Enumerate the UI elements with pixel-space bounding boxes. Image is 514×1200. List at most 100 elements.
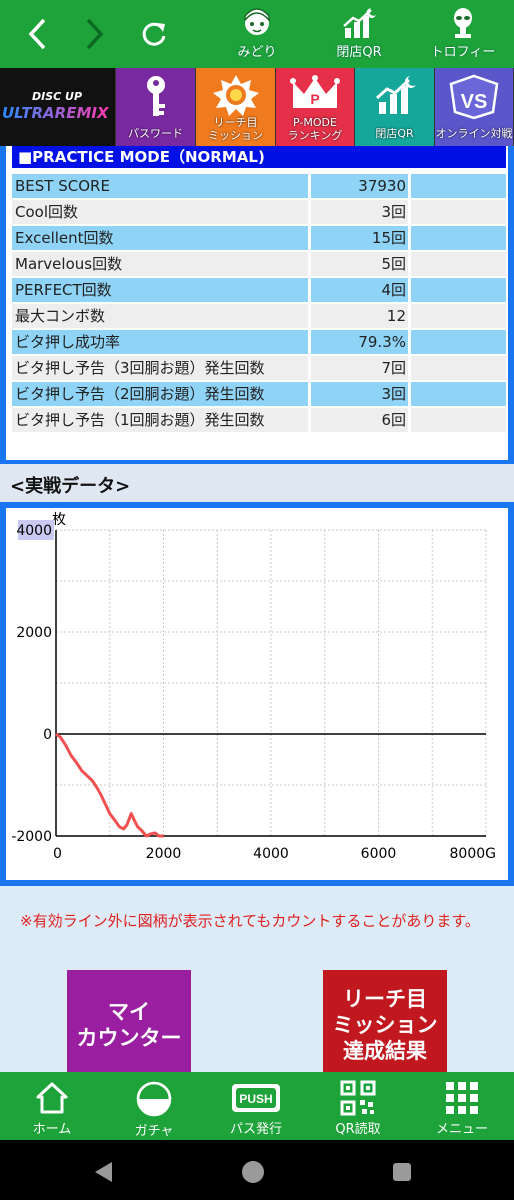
- nav-qr-read[interactable]: QR読取: [318, 1078, 398, 1138]
- key-icon: [146, 76, 165, 116]
- stat-row: BEST SCORE 37930: [12, 174, 506, 198]
- practice-panel: ■PRACTICE MODE（NORMAL) BEST SCORE 37930 Co…: [6, 146, 508, 460]
- nav-home[interactable]: ホーム: [12, 1078, 92, 1138]
- stat-empty-cell: [411, 252, 506, 276]
- graph-frame: 枚 4000 2000 0 -2000 0 2000 4000 6000 8000G: [0, 502, 514, 886]
- chart-moon-icon: [343, 8, 376, 38]
- stat-empty-cell: [411, 356, 506, 380]
- tile-password[interactable]: パスワード: [116, 68, 196, 146]
- stat-empty-cell: [411, 200, 506, 224]
- logo-top-text: DISC UP: [32, 90, 83, 103]
- stat-row: Cool回数 3回: [12, 200, 506, 224]
- stat-empty-cell: [411, 382, 506, 406]
- series-line: [55, 732, 164, 838]
- push-icon-text: PUSH: [239, 1092, 272, 1106]
- system-nav-bar: [0, 1140, 514, 1200]
- stat-value: 5回: [311, 252, 408, 276]
- y-tick-label: 0: [43, 727, 52, 743]
- stat-label: ビタ押し予告（2回胴お題）発生回数: [12, 382, 308, 406]
- my-counter-label: マイ カウンター: [76, 1000, 182, 1050]
- y-tick-label: 4000: [16, 523, 52, 539]
- stat-label: Excellent回数: [12, 226, 308, 250]
- stat-label: Marvelous回数: [12, 252, 308, 276]
- stat-value: 12: [311, 304, 408, 328]
- stat-empty-cell: [411, 278, 506, 302]
- game-logo: DISC UP ULTRAREMIX: [0, 68, 116, 146]
- reload-icon[interactable]: [132, 10, 176, 58]
- section-title: <実戦データ>: [10, 476, 131, 497]
- stat-value: 79.3%: [311, 330, 408, 354]
- nav-label: ガチャ: [134, 1124, 174, 1139]
- nav-pass-issue[interactable]: PUSH パス発行: [216, 1078, 296, 1138]
- nav-label: メニュー: [435, 1122, 488, 1137]
- stat-empty-cell: [411, 408, 506, 432]
- forward-icon[interactable]: [72, 10, 116, 58]
- tile-close-qr[interactable]: 閉店QR: [355, 68, 435, 146]
- back-icon[interactable]: [16, 10, 60, 58]
- grid-menu-icon: [446, 1082, 478, 1114]
- x-tick-label: 6000: [361, 846, 397, 862]
- system-recents-icon[interactable]: [390, 1160, 414, 1184]
- stat-empty-cell: [411, 226, 506, 250]
- practice-header: ■PRACTICE MODE（NORMAL): [12, 146, 506, 168]
- tile-label: リーチ目 ミッション: [208, 116, 263, 142]
- x-tick-label: 4000: [253, 846, 289, 862]
- alien-trophy-icon: [454, 8, 472, 38]
- vs-badge-icon: VS: [449, 74, 499, 120]
- tile-label: オンライン対戦: [435, 127, 513, 140]
- topbar-item-label: みどり: [237, 45, 277, 60]
- stat-value: 3回: [311, 200, 408, 224]
- y-axis-unit: 枚: [52, 512, 66, 528]
- stat-row: Marvelous回数 5回: [12, 252, 506, 276]
- stat-empty-cell: [411, 304, 506, 328]
- stat-row: PERFECT回数 4回: [12, 278, 506, 302]
- topbar-item-midori[interactable]: みどり: [212, 4, 302, 66]
- stat-label: ビタ押し予告（3回胴お題）発生回数: [12, 356, 308, 380]
- gacha-icon: [136, 1081, 172, 1117]
- topbar-item-label: 閉店QR: [336, 45, 382, 60]
- y-tick-highlight: [18, 520, 54, 540]
- x-tick-label: 0: [53, 846, 62, 862]
- svg-text:VS: VS: [461, 91, 488, 113]
- practice-section: ■PRACTICE MODE（NORMAL) BEST SCORE 37930 Co…: [0, 146, 514, 464]
- reach-mission-result-label: リーチ目 ミッション 達成結果: [332, 987, 438, 1063]
- stat-empty-cell: [411, 330, 506, 354]
- nav-menu[interactable]: メニュー: [422, 1078, 502, 1138]
- push-icon: PUSH: [232, 1084, 280, 1112]
- stat-label: ビタ押し予告（1回胴お題）発生回数: [12, 408, 308, 432]
- stat-label: BEST SCORE: [12, 174, 308, 198]
- tile-label: P-MODE ランキング: [287, 116, 343, 142]
- tile-pmode-ranking[interactable]: P P-MODE ランキング: [276, 68, 355, 146]
- x-tick-label: 2000: [146, 846, 182, 862]
- stat-label: ビタ押し成功率: [12, 330, 308, 354]
- qr-icon: [340, 1080, 376, 1116]
- top-bar: みどり 閉店QR トロフィー: [0, 0, 514, 68]
- home-icon: [36, 1082, 68, 1114]
- nav-label: QR読取: [335, 1122, 381, 1137]
- tile-label: 閉店QR: [375, 127, 414, 140]
- my-counter-button[interactable]: マイ カウンター: [67, 970, 191, 1080]
- tile-label: パスワード: [128, 127, 183, 140]
- crown-icon: P: [290, 75, 340, 108]
- nav-label: パス発行: [229, 1122, 282, 1137]
- stat-row: ビタ押し予告（3回胴お題）発生回数 7回: [12, 356, 506, 380]
- system-back-icon[interactable]: [92, 1160, 116, 1184]
- bottom-nav: ホーム ガチャ PUSH パス発行 QR読取 メニュー: [0, 1072, 514, 1140]
- nav-gacha[interactable]: ガチャ: [114, 1078, 194, 1139]
- stat-value: 6回: [311, 408, 408, 432]
- system-home-icon[interactable]: [241, 1160, 265, 1184]
- tile-reach-mission[interactable]: リーチ目 ミッション: [196, 68, 276, 146]
- graph-panel: 枚 4000 2000 0 -2000 0 2000 4000 6000 8000G: [6, 508, 508, 880]
- stat-row: ビタ押し予告（2回胴お題）発生回数 3回: [12, 382, 506, 406]
- stat-label: 最大コンボ数: [12, 304, 308, 328]
- tile-online-battle[interactable]: VS オンライン対戦: [435, 68, 514, 146]
- topbar-item-close-qr[interactable]: 閉店QR: [314, 4, 404, 66]
- character-icon: [244, 8, 270, 35]
- stat-row: ビタ押し成功率 79.3%: [12, 330, 506, 354]
- topbar-item-trophy[interactable]: トロフィー: [418, 4, 508, 66]
- reach-mission-result-button[interactable]: リーチ目 ミッション 達成結果: [323, 970, 447, 1080]
- stat-empty-cell: [411, 174, 506, 198]
- stat-label: PERFECT回数: [12, 278, 308, 302]
- y-tick-label: -2000: [11, 829, 52, 845]
